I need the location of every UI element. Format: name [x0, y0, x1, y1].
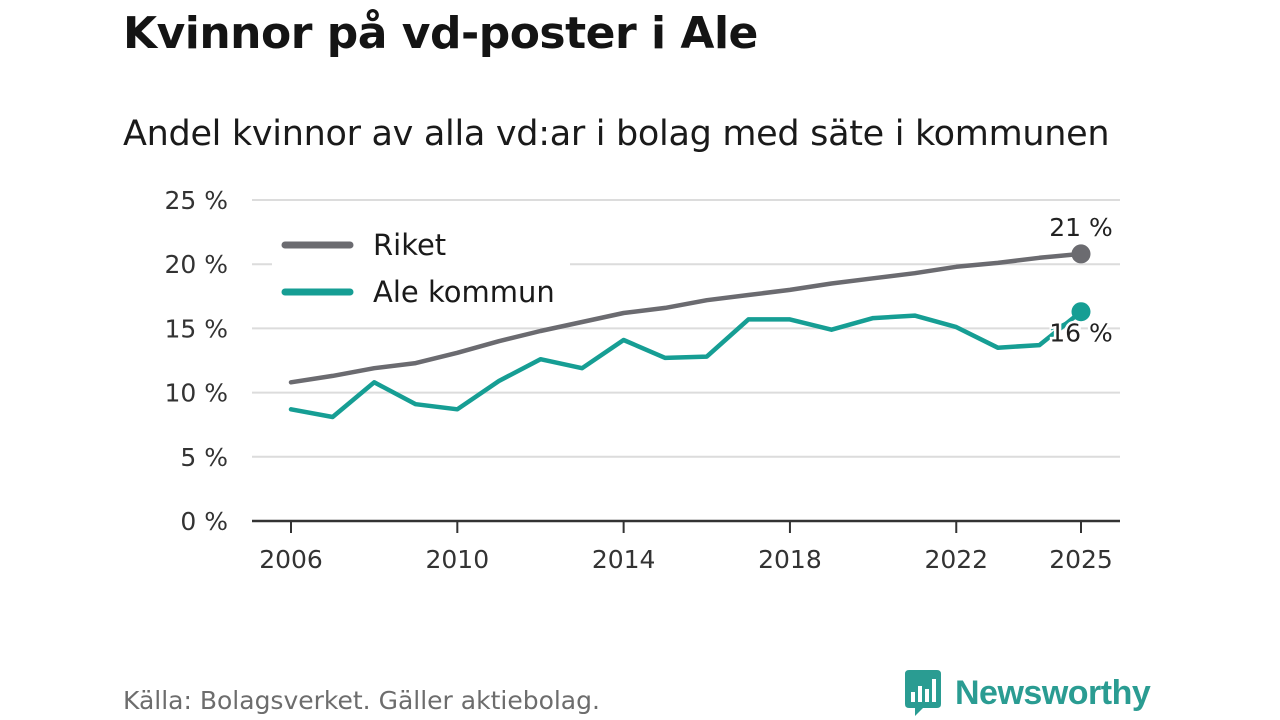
x-tick-label: 2025 — [1049, 545, 1113, 574]
chart-subtitle: Andel kvinnor av alla vd:ar i bolag med … — [123, 114, 1110, 154]
series-line-1 — [288, 309, 1084, 420]
chart-title: Kvinnor på vd-poster i Ale — [123, 8, 758, 59]
series-end-point-0 — [1071, 244, 1091, 264]
end-label-connector — [1050, 317, 1076, 331]
x-tick-label: 2006 — [259, 545, 323, 574]
y-tick-label: 0 % — [180, 507, 228, 536]
legend-background — [272, 218, 570, 318]
x-tick-label: 2014 — [592, 545, 656, 574]
source-note: Källa: Bolagsverket. Gäller aktiebolag. — [123, 686, 600, 715]
legend-label-0: Riket — [373, 228, 446, 262]
x-tick-label: 2010 — [426, 545, 490, 574]
newsworthy-logo-icon — [905, 670, 941, 716]
y-tick-label: 10 % — [164, 379, 228, 408]
brand-name: Newsworthy — [955, 673, 1151, 712]
brand: Newsworthy — [903, 670, 1151, 716]
series-line-0 — [288, 251, 1084, 385]
y-tick-label: 5 % — [180, 443, 228, 472]
end-label-ale: 16 % — [1049, 319, 1113, 348]
legend-label-1: Ale kommun — [373, 275, 555, 309]
y-tick-label: 20 % — [164, 250, 228, 279]
series-end-point-1 — [1071, 302, 1091, 322]
end-label-riket: 21 % — [1049, 213, 1113, 242]
y-tick-label: 25 % — [164, 186, 228, 215]
y-tick-label: 15 % — [164, 314, 228, 343]
x-tick-label: 2018 — [758, 545, 822, 574]
x-tick-label: 2022 — [924, 545, 988, 574]
